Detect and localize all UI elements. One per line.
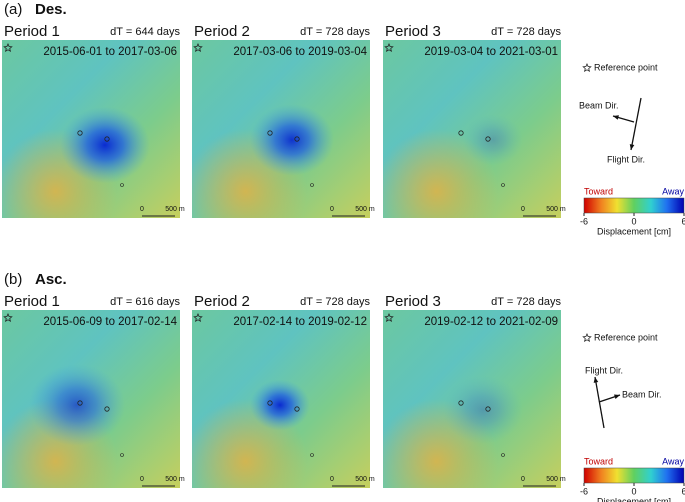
section-title: Des.	[35, 1, 67, 18]
scale-zero: 0	[521, 206, 525, 213]
deformation-area	[463, 114, 523, 166]
scale-zero: 0	[330, 206, 334, 213]
colorbar-tick-label: 6	[681, 486, 685, 496]
period-title: Period 2	[194, 293, 250, 310]
deformation-area	[443, 376, 523, 444]
star-icon	[582, 333, 592, 343]
colorbar-label: Displacement [cm]	[597, 226, 671, 236]
colorbar-tick-label: 0	[631, 216, 636, 226]
star-icon	[193, 43, 203, 53]
flight-label: Flight Dir.	[607, 154, 645, 164]
period-title: Period 2	[194, 23, 250, 40]
toward-label: Toward	[584, 186, 613, 196]
marker	[458, 400, 464, 406]
star-icon	[3, 313, 13, 323]
reference-label: Reference point	[594, 332, 658, 342]
star-icon	[384, 43, 394, 53]
arrow-head	[613, 115, 619, 120]
scale-zero: 0	[140, 476, 144, 483]
scale-zero: 0	[330, 476, 334, 483]
date-range: 2015-06-09 to 2017-02-14	[43, 316, 177, 328]
star-icon	[193, 313, 203, 323]
dt-label: dT = 728 days	[300, 26, 370, 38]
marker	[77, 400, 83, 406]
dt-label: dT = 728 days	[300, 296, 370, 308]
colorbar	[583, 467, 685, 484]
date-range: 2019-02-12 to 2021-02-09	[424, 316, 558, 328]
beam-label: Beam Dir.	[622, 389, 662, 399]
colorbar-tick-label: -6	[580, 216, 588, 226]
scale-length: 500 m	[355, 206, 375, 213]
marker	[267, 130, 273, 136]
scale-zero: 0	[521, 476, 525, 483]
colorbar-tick-label: -6	[580, 486, 588, 496]
deformation-area	[250, 379, 310, 431]
marker	[77, 130, 83, 136]
dt-label: dT = 728 days	[491, 26, 561, 38]
dt-label: dT = 728 days	[491, 296, 561, 308]
period-title: Period 1	[4, 23, 60, 40]
marker	[120, 183, 124, 187]
scale-length: 500 m	[165, 206, 185, 213]
away-label: Away	[662, 186, 684, 196]
marker	[294, 406, 300, 412]
marker	[294, 136, 300, 142]
toward-label: Toward	[584, 456, 613, 466]
scale-length: 500 m	[355, 476, 375, 483]
arrow	[630, 97, 642, 151]
deformation-area	[250, 104, 334, 176]
marker	[310, 453, 314, 457]
star-icon	[384, 313, 394, 323]
date-range: 2019-03-04 to 2021-03-01	[424, 46, 558, 58]
marker	[501, 453, 505, 457]
marker	[310, 183, 314, 187]
star-icon	[3, 43, 13, 53]
reference-label: Reference point	[594, 62, 658, 72]
arrow-head	[629, 144, 635, 150]
beam-label: Beam Dir.	[579, 100, 619, 110]
date-range: 2017-02-14 to 2019-02-12	[233, 316, 367, 328]
colorbar-tick-label: 0	[631, 486, 636, 496]
arrow-head	[614, 394, 620, 399]
marker	[267, 400, 273, 406]
deformation-area	[60, 106, 150, 184]
colorbar-label: Displacement [cm]	[597, 496, 671, 502]
dt-label: dT = 616 days	[110, 296, 180, 308]
scale-length: 500 m	[546, 206, 566, 213]
scale-zero: 0	[140, 206, 144, 213]
marker	[485, 406, 491, 412]
star-icon	[582, 63, 592, 73]
date-range: 2015-06-01 to 2017-03-06	[43, 46, 177, 58]
scale-length: 500 m	[546, 476, 566, 483]
flight-label: Flight Dir.	[585, 365, 623, 375]
colorbar	[583, 197, 685, 214]
section-title: Asc.	[35, 271, 67, 288]
period-title: Period 3	[385, 23, 441, 40]
colorbar-tick-label: 6	[681, 216, 685, 226]
section-label: (a)	[4, 1, 22, 18]
away-label: Away	[662, 456, 684, 466]
marker	[120, 453, 124, 457]
marker	[104, 136, 110, 142]
dt-label: dT = 644 days	[110, 26, 180, 38]
marker	[104, 406, 110, 412]
section-label: (b)	[4, 271, 22, 288]
arrow-head	[593, 377, 599, 383]
period-title: Period 3	[385, 293, 441, 310]
deformation-area	[29, 364, 125, 446]
date-range: 2017-03-06 to 2019-03-04	[233, 46, 367, 58]
marker	[458, 130, 464, 136]
scale-length: 500 m	[165, 476, 185, 483]
marker	[485, 136, 491, 142]
marker	[501, 183, 505, 187]
period-title: Period 1	[4, 293, 60, 310]
